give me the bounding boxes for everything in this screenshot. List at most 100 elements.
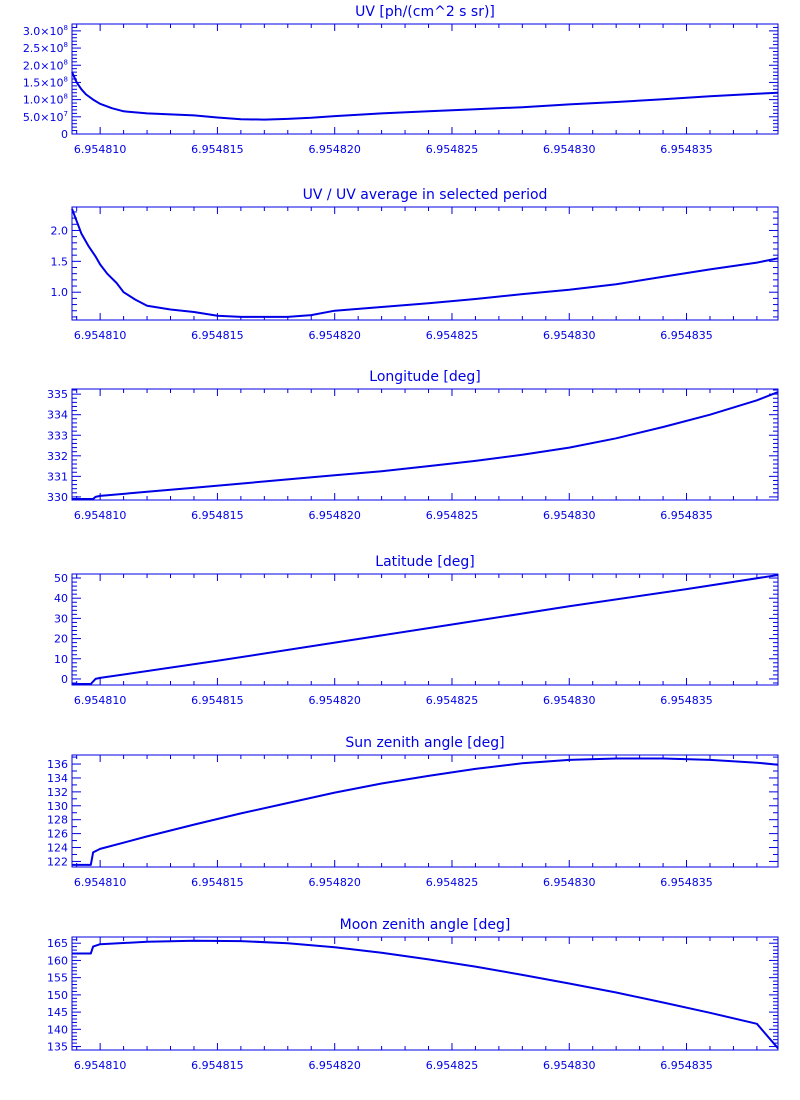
- x-tick-label: 6.954825: [426, 1059, 479, 1072]
- series-line-1: [72, 391, 779, 500]
- x-tick-label: 6.954815: [191, 143, 244, 156]
- y-tick-mantissa: 333: [47, 429, 68, 442]
- x-tick-label: 6.954810: [74, 1059, 127, 1072]
- plot-frame: [71, 206, 779, 321]
- plot-frame: [71, 573, 779, 686]
- chart-title: Moon zenith angle [deg]: [340, 917, 511, 933]
- y-tick-exponent: 7: [64, 110, 68, 118]
- y-tick-label: 140: [47, 1023, 68, 1036]
- plot-frame: [71, 936, 779, 1051]
- y-tick-mantissa: 30: [54, 612, 68, 625]
- y-tick-mantissa: 150: [47, 989, 68, 1002]
- x-tick-label: 6.954835: [660, 509, 713, 522]
- y-tick-label: 0: [61, 128, 68, 141]
- y-tick-mantissa: 0: [61, 128, 68, 141]
- series-line-1: [72, 757, 779, 866]
- y-tick-mantissa: 1.5: [51, 255, 69, 268]
- y-tick-label: 2.5×108: [23, 41, 68, 55]
- x-tick-label: 6.954835: [660, 329, 713, 342]
- y-tick-mantissa: 2.5×10: [23, 42, 64, 55]
- series-line-1: [71, 71, 779, 121]
- y-tick-label: 30: [54, 612, 68, 625]
- x-tick-label: 6.954810: [74, 329, 127, 342]
- y-tick-label: 1.0×108: [23, 93, 68, 107]
- y-tick-label: 335: [47, 388, 68, 401]
- y-tick-label: 330: [47, 491, 68, 504]
- y-tick-mantissa: 145: [47, 1006, 68, 1019]
- y-tick-exponent: 8: [64, 41, 68, 49]
- y-tick-label: 333: [47, 429, 68, 442]
- y-tick-label: 10: [54, 653, 68, 666]
- y-tick-mantissa: 136: [47, 758, 68, 771]
- x-tick-label: 6.954825: [426, 694, 479, 707]
- y-tick-mantissa: 20: [54, 633, 68, 646]
- x-tick-label: 6.954830: [543, 509, 596, 522]
- x-tick-label: 6.954830: [543, 329, 596, 342]
- y-tick-mantissa: 10: [54, 653, 68, 666]
- chart-panel-6: Moon zenith angle [deg] 6.954810 6.954815 6…: [47, 917, 779, 1072]
- chart-title: UV / UV average in selected period: [303, 187, 548, 203]
- y-tick-label: 160: [47, 954, 68, 967]
- y-tick-label: 1.5×108: [23, 75, 68, 89]
- y-tick-label: 124: [47, 842, 68, 855]
- chart-panel-2: UV / UV average in selected period 6.9548…: [51, 187, 779, 342]
- x-tick-label: 6.954830: [543, 694, 596, 707]
- x-tick-label: 6.954820: [308, 509, 361, 522]
- plot-frame: [71, 754, 779, 868]
- x-tick-label: 6.954825: [426, 143, 479, 156]
- y-tick-label: 130: [47, 800, 68, 813]
- y-tick-label: 122: [47, 855, 68, 868]
- x-tick-label: 6.954830: [543, 1059, 596, 1072]
- x-tick-label: 6.954815: [191, 876, 244, 889]
- x-tick-label: 6.954835: [660, 694, 713, 707]
- y-tick-label: 331: [47, 470, 68, 483]
- chart-title: Latitude [deg]: [375, 554, 474, 570]
- plot-frame: [71, 388, 779, 501]
- chart-title: UV [ph/(cm^2 s sr)]: [355, 4, 495, 20]
- x-tick-label: 6.954810: [74, 143, 127, 156]
- y-tick-mantissa: 155: [47, 972, 68, 985]
- y-tick-mantissa: 134: [47, 772, 68, 785]
- x-tick-label: 6.954825: [426, 329, 479, 342]
- y-tick-mantissa: 128: [47, 814, 68, 827]
- y-tick-label: 126: [47, 828, 68, 841]
- y-tick-mantissa: 2.0: [51, 224, 69, 237]
- y-tick-label: 1.0: [51, 286, 69, 299]
- chart-title: Sun zenith angle [deg]: [345, 735, 504, 751]
- x-tick-label: 6.954825: [426, 876, 479, 889]
- y-tick-mantissa: 165: [47, 937, 68, 950]
- y-tick-mantissa: 334: [47, 409, 68, 422]
- x-tick-label: 6.954815: [191, 509, 244, 522]
- x-tick-label: 6.954815: [191, 329, 244, 342]
- y-tick-exponent: 8: [64, 24, 68, 32]
- y-tick-label: 128: [47, 814, 68, 827]
- y-tick-mantissa: 335: [47, 388, 68, 401]
- y-tick-label: 132: [47, 786, 68, 799]
- series-line-1: [71, 208, 779, 318]
- y-tick-mantissa: 135: [47, 1041, 68, 1054]
- y-tick-label: 40: [54, 592, 68, 605]
- y-tick-label: 1.5: [51, 255, 69, 268]
- y-tick-label: 334: [47, 409, 68, 422]
- y-tick-label: 5.0×107: [23, 110, 68, 124]
- x-tick-label: 6.954825: [426, 509, 479, 522]
- y-tick-exponent: 8: [64, 75, 68, 83]
- x-tick-label: 6.954830: [543, 143, 596, 156]
- series-line-1: [72, 574, 779, 685]
- y-tick-label: 135: [47, 1041, 68, 1054]
- y-tick-label: 136: [47, 758, 68, 771]
- y-tick-mantissa: 122: [47, 855, 68, 868]
- y-tick-label: 134: [47, 772, 68, 785]
- y-tick-label: 145: [47, 1006, 68, 1019]
- chart-panel-3: Longitude [deg] 6.954810 6.954815 6.954820 6…: [47, 369, 779, 522]
- y-tick-mantissa: 160: [47, 954, 68, 967]
- x-tick-label: 6.954810: [74, 694, 127, 707]
- y-tick-label: 50: [54, 572, 68, 585]
- x-tick-label: 6.954835: [660, 876, 713, 889]
- x-tick-label: 6.954815: [191, 1059, 244, 1072]
- x-tick-label: 6.954810: [74, 509, 127, 522]
- x-tick-label: 6.954830: [543, 876, 596, 889]
- y-tick-label: 2.0: [51, 224, 69, 237]
- x-tick-label: 6.954820: [308, 694, 361, 707]
